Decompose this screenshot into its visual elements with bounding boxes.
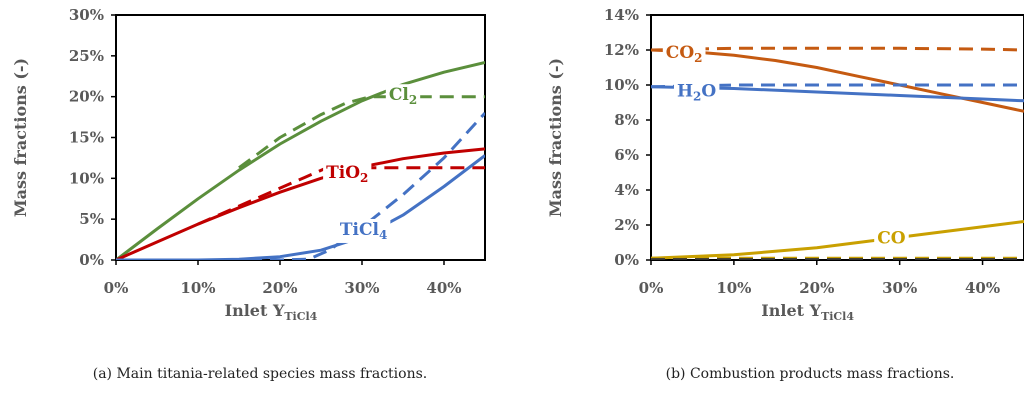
series-label-co: CO (877, 228, 906, 248)
series-line-h-solid (651, 85, 1024, 103)
series-label-co: CO2 (666, 43, 703, 65)
x-tick-label: 0% (639, 279, 664, 297)
x-tick-label: 0% (104, 279, 129, 297)
label-background (662, 41, 706, 66)
y-tick-label: 10% (69, 169, 104, 187)
y-tick-label: 8% (614, 111, 639, 129)
y-tick-label: 20% (69, 88, 104, 106)
y-tick-label: 14% (604, 6, 639, 24)
series-line-ticl-dashed (116, 111, 485, 260)
series-line-co-solid (651, 220, 1024, 260)
x-tick-label: 40% (965, 279, 1000, 297)
series-line-cl-dashed (238, 95, 485, 169)
figure-caption: (b) Combustion products mass fractions. (666, 366, 955, 382)
plot-frame (115, 14, 486, 261)
y-axis-label: Mass fractions (-) (11, 58, 30, 217)
x-tick-label: 10% (716, 279, 751, 297)
x-tick-label: 20% (799, 279, 834, 297)
chart-panel-a: 0% 5% 10% 15% 20% 25% 30% 0% 10% 20% 30% 40% Cl2 TiO2… (11, 6, 486, 382)
series-label-tio: TiO2 (326, 163, 368, 185)
label-background (323, 161, 372, 186)
x-tick-label: 10% (180, 279, 215, 297)
y-axis-label: Mass fractions (-) (546, 58, 565, 217)
series-line-co-dashed (651, 46, 1024, 52)
series-label-ticl: TiCl4 (340, 220, 387, 242)
series-line-h-dashed (651, 83, 1024, 89)
x-tick-label: 30% (344, 279, 379, 297)
y-tick-label: 15% (69, 129, 104, 147)
y-tick-label: 0% (79, 251, 104, 269)
y-tick-label: 5% (79, 210, 104, 228)
label-background (874, 227, 909, 250)
y-tick-label: 25% (69, 47, 104, 65)
x-axis-label: Inlet YTiCl4 (225, 301, 318, 323)
x-tick-label: 40% (426, 279, 461, 297)
x-axis-label: Inlet YTiCl4 (761, 301, 854, 323)
y-tick-label: 6% (614, 146, 639, 164)
chart-panel-b: 0% 2% 4% 6% 8% 10% 12% 14% 0% 10% 20% 30% 40% CO2 H2O C… (546, 6, 1024, 382)
y-tick-label: 0% (614, 251, 639, 269)
series-line-tio-solid (116, 147, 485, 260)
label-background (336, 218, 391, 243)
y-tick-label: 10% (604, 76, 639, 94)
y-tick-label: 12% (604, 41, 639, 59)
y-tick-label: 30% (69, 6, 104, 24)
series-label-cl: Cl2 (389, 85, 417, 107)
y-tick-label: 2% (614, 216, 639, 234)
figure-caption: (a) Main titania-related species mass fr… (93, 366, 427, 382)
y-tick-label: 4% (614, 181, 639, 199)
series-label-h: H2O (677, 81, 716, 103)
series-line-cl-solid (116, 60, 485, 260)
x-tick-label: 20% (262, 279, 297, 297)
x-tick-label: 30% (882, 279, 917, 297)
label-background (385, 84, 421, 109)
label-background (673, 80, 720, 105)
